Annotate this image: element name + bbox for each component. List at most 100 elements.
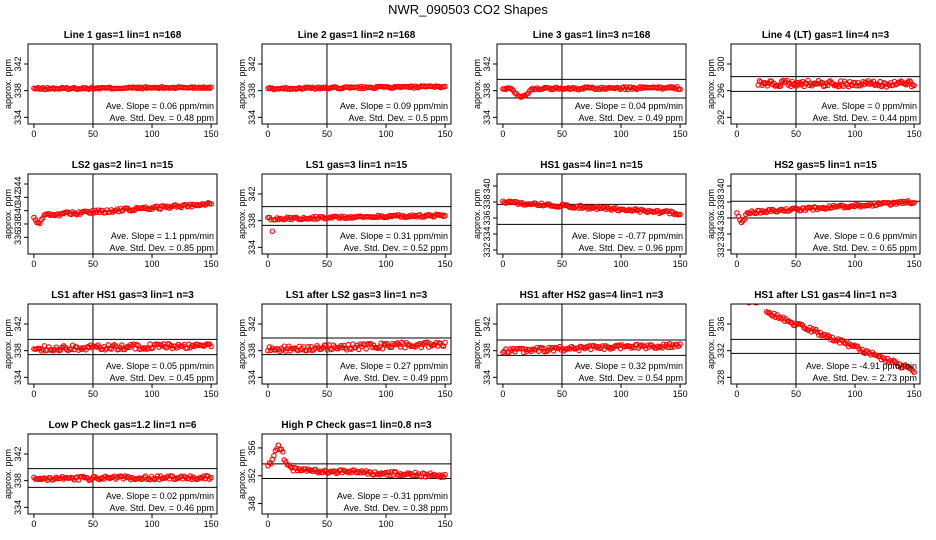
x-tick-label: 150: [204, 519, 219, 529]
panel-title: LS1 after LS2 gas=3 lin=1 n=3: [286, 290, 428, 301]
panel-title: Line 1 gas=1 lin=1 n=168: [64, 30, 182, 41]
y-axis-label: approx. ppm: [3, 189, 13, 239]
data-point: [904, 79, 911, 85]
data-point: [894, 80, 900, 87]
data-point: [607, 346, 613, 352]
panel-title: Line 2 gas=1 lin=2 n=168: [298, 30, 416, 41]
y-axis-label: approx. ppm: [3, 449, 13, 499]
data-point: [744, 297, 748, 301]
y-tick-label: 334: [247, 110, 257, 125]
x-tick-label: 100: [145, 129, 160, 139]
plot-frame: [496, 303, 687, 385]
x-tick-label: 50: [557, 129, 567, 139]
panel-7: HS1 gas=4 lin=1 n=15 0 50 100 150 33233433633…: [472, 160, 688, 269]
data-point: [756, 78, 763, 84]
y-tick-label: 300: [716, 56, 726, 71]
x-tick-label: 0: [31, 259, 36, 269]
stat-text: Ave. Slope = 0.05 ppm/min: [106, 361, 214, 371]
data-point: [735, 296, 739, 300]
data-point: [759, 207, 765, 214]
stat-text: Ave. Slope = 0 ppm/min: [821, 101, 917, 111]
x-tick-label: 50: [88, 519, 98, 529]
x-tick-label: 100: [379, 259, 394, 269]
figure-title: NWR_090503 CO2 Shapes: [388, 2, 548, 17]
data-point: [764, 83, 771, 89]
data-points: [31, 200, 214, 227]
stat-text: Ave. Std. Dev. = 0.5 ppm: [349, 113, 448, 123]
x-tick-label: 0: [500, 259, 505, 269]
data-point: [60, 343, 67, 349]
data-points: [500, 83, 683, 100]
plot-frame: [730, 173, 921, 255]
x-tick-label: 150: [204, 389, 219, 399]
data-point: [113, 476, 119, 482]
y-tick-label: 338: [482, 194, 492, 209]
data-point: [208, 201, 214, 207]
panel-10: LS1 after LS2 gas=3 lin=1 n=3 0 50 100 150 33…: [237, 290, 453, 399]
data-point: [393, 469, 399, 475]
y-tick-label: 340: [13, 203, 23, 218]
y-tick-label: 336: [716, 210, 726, 225]
x-tick-label: 150: [907, 389, 922, 399]
y-tick-label: 338: [13, 216, 23, 231]
data-point: [277, 348, 283, 355]
data-point: [512, 348, 518, 355]
panel-4: Line 4 (LT) gas=1 lin=4 n=3 0 50 100 150 292 2…: [706, 30, 922, 139]
data-point: [777, 83, 784, 89]
x-tick-label: 50: [322, 259, 332, 269]
stat-text: Ave. Std. Dev. = 0.38 ppm: [344, 503, 448, 513]
x-tick-label: 100: [848, 129, 863, 139]
x-tick-label: 0: [734, 389, 739, 399]
stat-text: Ave. Slope = 0.02 ppm/min: [106, 491, 214, 501]
data-point: [911, 82, 917, 89]
plot-frame: [261, 303, 452, 385]
data-point: [269, 228, 276, 234]
data-point: [677, 211, 683, 218]
data-point: [509, 86, 515, 92]
data-point: [592, 343, 598, 350]
x-tick-label: 0: [734, 129, 739, 139]
y-tick-label: 342: [482, 316, 492, 331]
data-point: [208, 474, 214, 481]
plot-frame: [27, 303, 218, 385]
y-axis-label: approx. ppm: [3, 59, 13, 109]
plot-frame: [27, 173, 218, 255]
data-point: [738, 219, 745, 226]
x-tick-label: 150: [438, 129, 453, 139]
data-point: [442, 83, 448, 90]
y-tick-label: 336: [716, 316, 726, 331]
y-tick-label: 334: [13, 370, 23, 385]
stat-text: Ave. Slope = 0.27 ppm/min: [340, 361, 448, 371]
panel-title: HS2 gas=5 lin=1 n=15: [774, 160, 877, 171]
stat-text: Ave. Std. Dev. = 0.48 ppm: [110, 113, 214, 123]
stat-text: Ave. Slope = 1.1 ppm/min: [111, 231, 214, 241]
y-tick-label: 342: [247, 56, 257, 71]
data-points: [735, 296, 917, 376]
data-points: [31, 341, 214, 354]
y-axis-label: approx. ppm: [472, 319, 482, 369]
data-points: [265, 339, 448, 355]
data-point: [775, 82, 781, 88]
x-tick-label: 100: [848, 389, 863, 399]
panel-title: HS1 gas=4 lin=1 n=15: [540, 160, 643, 171]
data-point: [632, 206, 639, 212]
x-tick-label: 0: [265, 389, 270, 399]
stat-text: Ave. Slope = 0.09 ppm/min: [340, 101, 448, 111]
data-point: [208, 84, 214, 90]
data-point: [108, 346, 115, 352]
y-tick-label: 338: [482, 343, 492, 358]
data-point: [110, 209, 116, 215]
plot-frame: [261, 43, 452, 125]
data-point: [811, 328, 818, 334]
data-point: [121, 473, 128, 479]
panel-1: Line 1 gas=1 lin=1 n=168 0 50 100 150 334 338 3…: [3, 30, 219, 139]
y-tick-label: 332: [482, 242, 492, 257]
y-tick-label: 338: [13, 83, 23, 98]
x-tick-label: 50: [557, 259, 567, 269]
data-point: [570, 84, 576, 91]
data-points: [265, 442, 448, 480]
data-point: [588, 206, 594, 212]
panel-11: HS1 after HS2 gas=4 lin=1 n=3 0 50 100 150 33…: [472, 290, 688, 399]
x-tick-label: 100: [614, 129, 629, 139]
panel-12: HS1 after LS1 gas=4 lin=1 n=3 0 50 100 150 32…: [706, 290, 922, 399]
